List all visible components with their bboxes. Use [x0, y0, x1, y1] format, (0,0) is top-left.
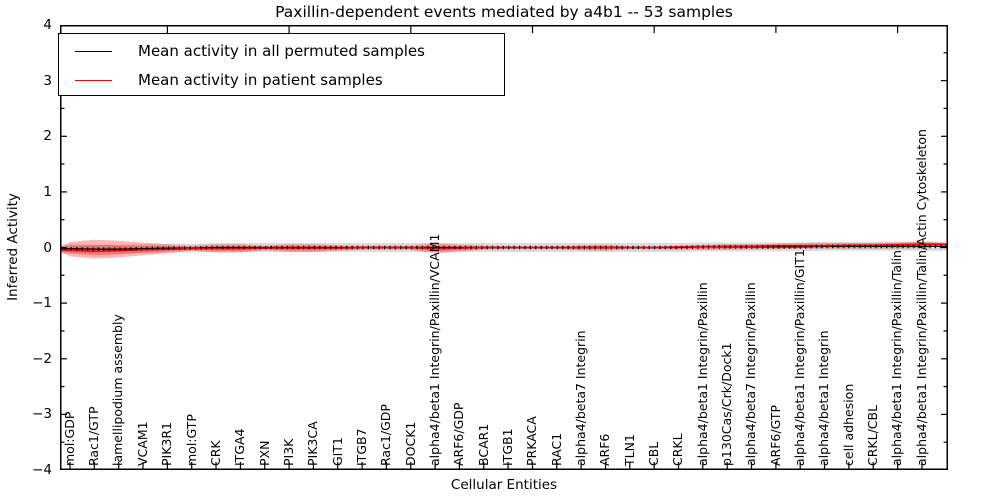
chart-title: Paxillin-dependent events mediated by a4… [275, 3, 733, 21]
x-tick-label: CBL [645, 441, 661, 466]
x-tick-label: PI3K [280, 438, 296, 466]
x-tick-label: cell adhesion [840, 383, 856, 466]
x-tick-label: ARF6/GTP [767, 404, 783, 466]
y-tick-label: 4 [43, 17, 52, 33]
x-tick-label: alpha4/beta7 Integrin/Paxillin [743, 282, 759, 466]
x-tick-label: BCAR1 [475, 423, 491, 466]
x-tick-label: CRKL/CBL [865, 404, 881, 466]
x-tick-label: alpha4/beta1 Integrin/Paxillin [694, 282, 710, 466]
legend-entry-patient: Mean activity in patient samples [59, 66, 504, 94]
x-tick-label: lamellipodium assembly [110, 314, 126, 466]
x-tick-label: PIK3CA [305, 421, 321, 466]
y-tick-label: 3 [43, 72, 52, 89]
patient-line-swatch [75, 79, 112, 81]
x-tick-label: VCAM1 [134, 421, 150, 466]
x-tick-label: CRK [207, 440, 223, 466]
patient-spread-band-outer [60, 239, 948, 259]
y-tick-label: −3 [32, 406, 52, 423]
x-tick-label: mol:GDP [61, 411, 77, 466]
y-axis-label: Inferred Activity [5, 193, 21, 301]
y-tick-label: 0 [43, 239, 52, 256]
permuted-line-markers [60, 244, 948, 251]
x-tick-label: ARF6 [597, 433, 613, 466]
legend-label-permuted: Mean activity in all permuted samples [138, 42, 425, 60]
legend: Mean activity in all permuted samples Me… [58, 33, 505, 96]
y-tick-label: −1 [32, 295, 52, 312]
x-tick-label: PXN [256, 440, 272, 466]
x-tick-label: alpha4/beta1 Integrin/Paxillin/Talin/Act… [913, 129, 929, 466]
y-tick-label: −2 [32, 350, 52, 367]
x-tick-label: ITGB7 [353, 428, 369, 466]
x-tick-label: DOCK1 [402, 421, 418, 466]
x-tick-label: TLN1 [621, 434, 637, 466]
permuted-line-swatch [75, 50, 112, 52]
y-tick-label: −4 [32, 462, 52, 478]
x-tick-label: PIK3R1 [159, 421, 175, 466]
x-tick-label: CRKL [670, 433, 686, 466]
x-tick-label: ARF6/GDP [451, 402, 467, 466]
legend-entry-permuted: Mean activity in all permuted samples [59, 37, 504, 65]
x-tick-label: ITGA4 [232, 428, 248, 466]
x-tick-label: PRKACA [524, 416, 540, 466]
legend-label-patient: Mean activity in patient samples [138, 71, 383, 89]
x-tick-label: p130Cas/Crk/Dock1 [718, 342, 734, 466]
x-tick-label: GIT1 [329, 437, 345, 466]
x-tick-label: alpha4/beta1 Integrin/Paxillin/Talin [889, 250, 905, 466]
x-tick-label: Rac1/GTP [86, 406, 102, 466]
x-tick-label: alpha4/beta1 Integrin/Paxillin/VCAM1 [426, 233, 442, 466]
x-tick-label: ITGB1 [499, 428, 515, 466]
axes-spines [60, 25, 948, 470]
x-tick-label: Rac1/GDP [378, 404, 394, 466]
plot-area: mol:GDP Rac1/GTP lamellipodium assembly VCA… [60, 25, 948, 470]
y-tick-label: 1 [43, 183, 52, 200]
x-tick-label: RAC1 [548, 432, 564, 466]
x-tick-label: alpha4/beta1 Integrin/Paxillin/GIT1 [792, 249, 807, 466]
y-tick-label: 2 [43, 128, 52, 145]
x-axis-label: Cellular Entities [450, 477, 558, 493]
x-tick-label: alpha4/beta7 Integrin [572, 330, 588, 466]
x-tick-label: mol:GTP [183, 414, 199, 466]
plot-canvas [60, 25, 948, 470]
x-tick-label: alpha4/beta1 Integrin [816, 330, 832, 466]
